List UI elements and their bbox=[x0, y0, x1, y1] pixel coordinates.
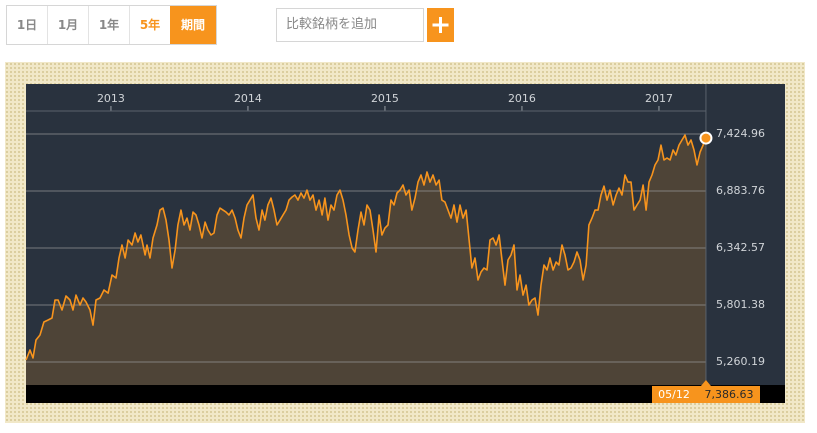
y-tick-label: 6,883.76 bbox=[716, 184, 765, 197]
area-fill bbox=[26, 135, 706, 385]
period-button[interactable]: 1月 bbox=[48, 6, 89, 44]
period-button[interactable]: 期間 bbox=[170, 6, 216, 44]
x-tick-label: 2015 bbox=[371, 92, 399, 105]
y-tick-label: 5,260.19 bbox=[716, 355, 765, 368]
x-tick-label: 2013 bbox=[97, 92, 125, 105]
period-button[interactable]: 5年 bbox=[139, 18, 161, 32]
last-date-label: 05/12 bbox=[658, 388, 690, 401]
y-tick-label: 7,424.96 bbox=[716, 127, 765, 140]
compare-input[interactable]: 比較銘柄を追加 bbox=[276, 8, 424, 42]
label-pointer bbox=[700, 380, 711, 386]
y-tick-label: 6,342.57 bbox=[716, 241, 765, 254]
bottom-bar bbox=[26, 385, 785, 403]
x-tick-label: 2016 bbox=[508, 92, 536, 105]
plus-icon bbox=[432, 17, 449, 33]
period-button[interactable]: 1日 bbox=[7, 6, 48, 44]
price-line bbox=[25, 134, 707, 361]
x-tick-label: 2017 bbox=[645, 92, 673, 105]
add-button[interactable] bbox=[427, 8, 454, 42]
date-label-bg bbox=[652, 386, 760, 403]
period-button[interactable]: 1年 bbox=[89, 6, 130, 44]
last-point-marker bbox=[699, 131, 713, 145]
period-selector: 1日 1月 1年 5年 期間 bbox=[6, 5, 217, 45]
last-value-label: 7,386.63 bbox=[705, 388, 754, 401]
y-tick-label: 5,801.38 bbox=[716, 298, 765, 311]
x-tick-label: 2014 bbox=[234, 92, 262, 105]
